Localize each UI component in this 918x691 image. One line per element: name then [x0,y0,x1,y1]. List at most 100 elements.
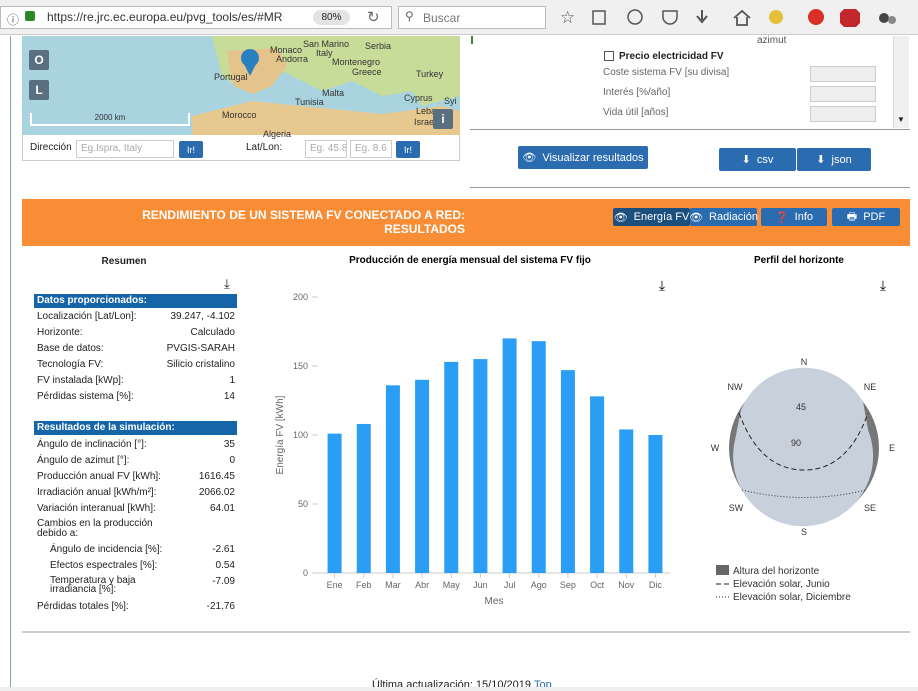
row-value: 64.01 [209,503,235,514]
home-icon[interactable] [733,9,751,26]
visualize-text[interactable]: Visualizar resultados [542,151,644,164]
bar [385,385,400,573]
map[interactable] [22,36,460,135]
summary-row: Variación interanual [kWh]: 64.01 [37,503,235,514]
horizon-download[interactable]: ⤓ [880,277,886,293]
field-input[interactable] [810,66,876,82]
scroll-arrow[interactable]: ▼ [897,115,905,124]
row-label: Tecnología FV: [37,359,104,370]
mail-icon[interactable] [808,9,824,25]
price-checkbox[interactable] [604,51,614,61]
visualize-button[interactable]: 👁 Visualizar resultados [518,146,648,169]
pocket-icon[interactable] [662,10,678,25]
summary-download[interactable]: ⤓ [224,276,230,291]
extension-icon[interactable] [769,10,783,24]
zoom-level[interactable]: 80% [313,10,350,25]
summary-title: Resumen [101,256,147,267]
row-value: 1 [229,375,235,386]
direction-label: NW [728,382,743,392]
tab-text[interactable]: Energía FV [633,211,690,223]
row-label: Ángulo de inclinación [°]: [37,439,147,450]
csv-text[interactable]: csv [756,153,774,166]
row-label: Pérdidas totales [%]: [37,601,129,612]
url-bar[interactable] [0,6,392,29]
summary-row: Temperatura y baja irradiancia [%]: -7.09 [37,576,235,595]
summary-row: FV instalada [kWp]: 1 [37,375,235,386]
map-scale: 2000 km [30,113,190,126]
map-button[interactable]: O [29,50,49,70]
tab-text[interactable]: Info [794,211,814,223]
field-label: Coste sistema FV [su divisa] [603,67,730,78]
direction-label: E [889,443,895,453]
row-value: 1616.45 [198,471,235,482]
tab[interactable]: 🖶 PDF [832,208,900,226]
ring-label: 45 [796,402,806,412]
reader-icon[interactable] [592,10,606,25]
bar [590,396,605,573]
download-icon[interactable] [696,10,708,24]
horizon-sky-lower [735,402,872,519]
status-strip [0,687,918,691]
url-text[interactable]: https://re.jrc.ec.europa.eu/pvg_tools/es… [47,10,283,24]
changes-title: Cambios en la producción debido a: [37,518,153,539]
latlon-label: Lat/Lon: [246,142,283,153]
address-input[interactable]: Eg.Ispra, Italy [76,140,174,158]
field-label: Vida útil [años] [603,107,669,118]
map-label: Monaco [270,45,303,55]
search-box[interactable] [398,6,546,29]
row-value: -7.09 [212,576,235,587]
row-value: 2066.02 [198,487,235,498]
field-input[interactable] [810,106,876,122]
json-button[interactable]: ⬇ json [797,148,871,171]
x-tick-label: Sep [560,580,576,590]
summary-row: Tecnología FV: Silicio cristalino [37,359,235,370]
row-label: Localización [Lat/Lon]: [37,311,137,322]
row-value: 0 [229,455,235,466]
tab-text[interactable]: Radiación [709,211,758,223]
map-label: Tunisia [295,97,324,107]
row-value: 14 [223,391,235,402]
search-placeholder[interactable]: Buscar [423,11,461,25]
horizon-title: Perfil del horizonte [754,255,844,266]
y-tick-label: 0 [303,568,308,578]
tab-text[interactable]: PDF [863,211,886,223]
reload-button[interactable]: ↻ [367,9,380,26]
tab[interactable]: ❓ Info [761,208,827,226]
info-icon[interactable]: ⓘ [7,13,20,27]
row-value: Calculado [190,327,235,338]
lon-input[interactable]: Eg. 8.6 [350,140,392,158]
csv-button[interactable]: ⬇ csv [719,148,796,171]
price-label[interactable]: Precio electricidad FV [619,51,724,62]
tab-icon: 👁 [689,211,704,224]
bar [356,423,371,573]
map-label: San Marino [303,39,350,49]
scrollbar[interactable] [893,36,909,128]
map-label: Algeria [263,129,292,139]
latlon-go[interactable]: Ir! [396,141,420,158]
x-tick-label: Dic [649,580,662,590]
map-info-button[interactable]: i [433,109,453,129]
legend-label: Elevación solar, Diciembre [733,592,851,603]
summary-row: Pérdidas totales [%]: -21.76 [37,601,235,612]
summary-row: Horizonte: Calculado [37,327,235,338]
provided-header: Datos proporcionados: [34,294,237,308]
extension-icon-3[interactable] [888,16,896,24]
address-go[interactable]: Ir! [179,141,203,158]
chart-download[interactable]: ⤓ [659,277,665,293]
json-text[interactable]: json [831,153,852,166]
field-input[interactable] [810,86,876,102]
extension-icon-2[interactable] [879,13,889,23]
adblock-icon[interactable] [840,9,860,27]
map-label: Morocco [222,110,257,120]
tab[interactable]: 👁 Radiación [689,208,758,226]
toolbar-icons: ☆ [560,8,896,27]
toolbar-icon-group[interactable]: ☆ [560,8,896,27]
lat-input[interactable]: Eg. 45.8 [305,140,347,158]
bar [619,429,634,573]
y-tick-label: 150 [293,361,308,371]
history-icon[interactable] [627,9,643,25]
map-button[interactable]: L [29,80,49,100]
tab[interactable]: 👁 Energía FV [613,208,690,226]
bookmark-star[interactable]: ☆ [560,8,575,27]
